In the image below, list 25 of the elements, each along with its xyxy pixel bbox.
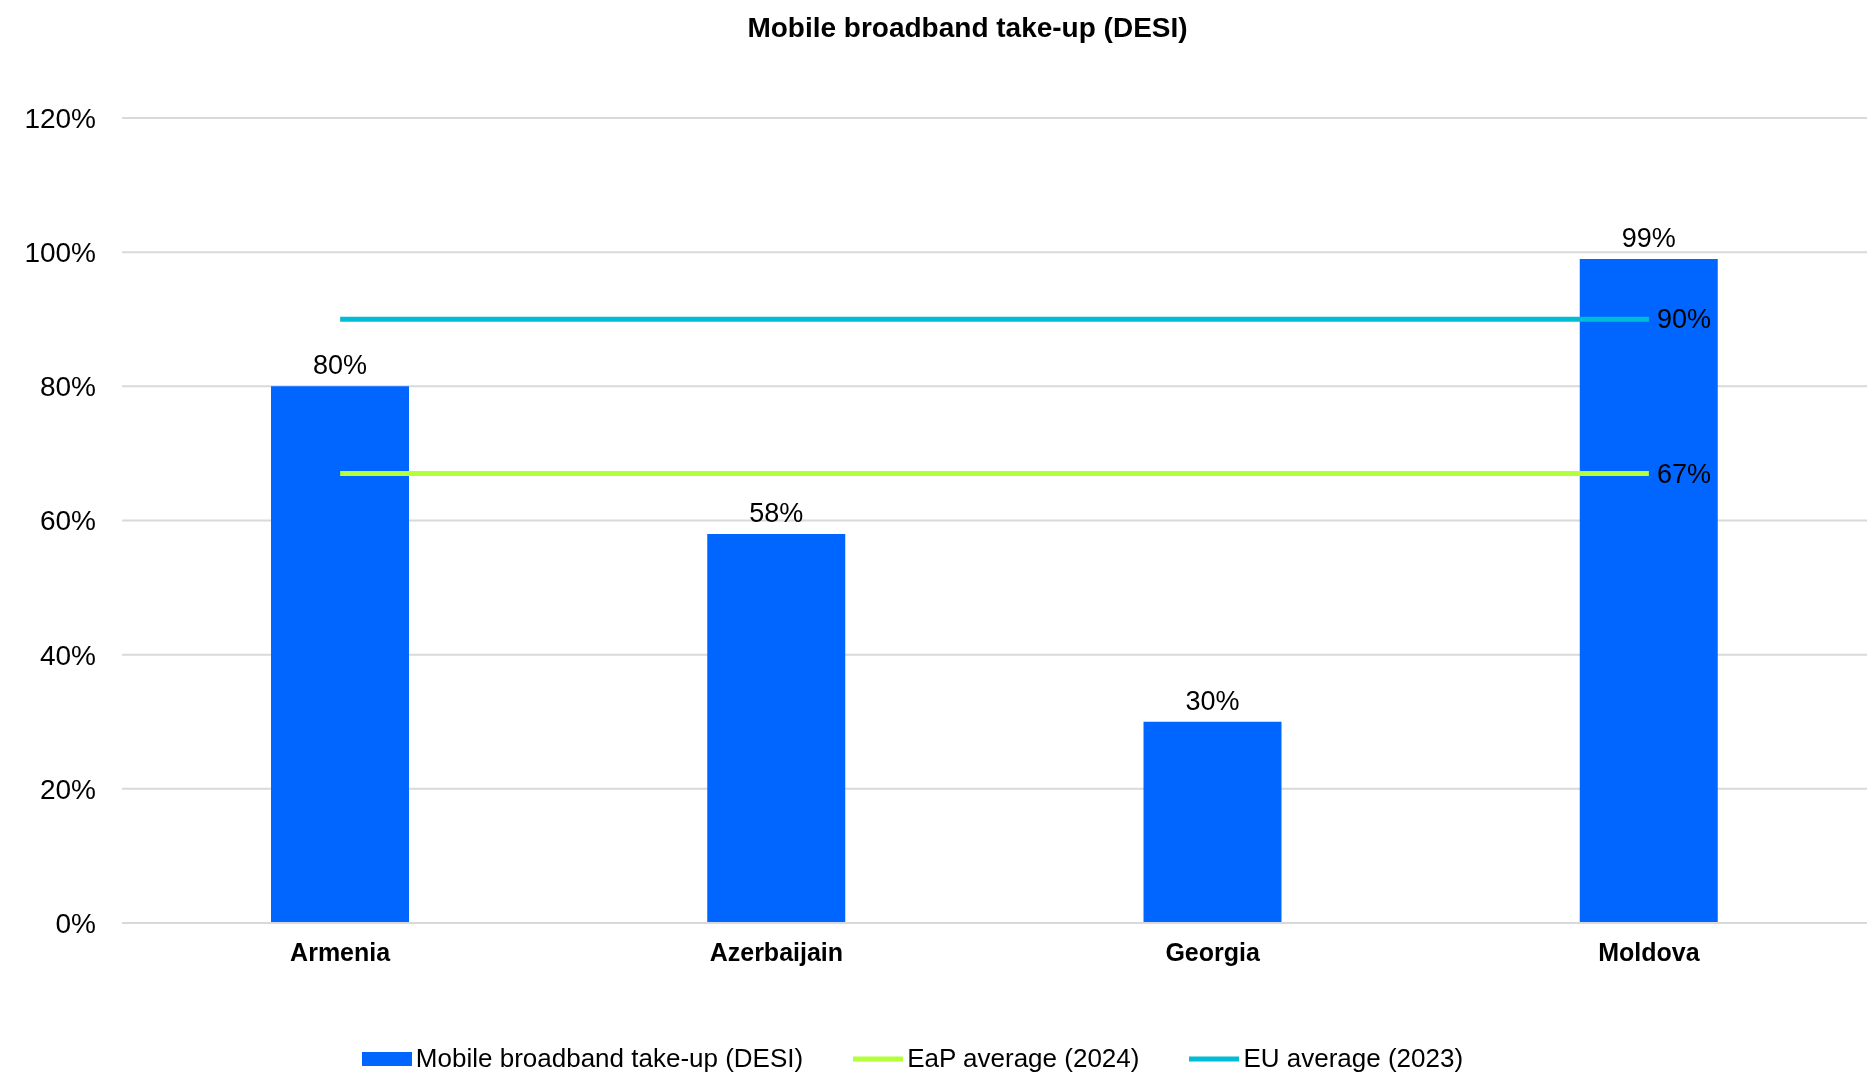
y-tick-label: 60% xyxy=(39,505,96,537)
bar xyxy=(1143,721,1282,923)
legend-label: EU average (2023) xyxy=(1242,1043,1464,1074)
x-tick-label: Armenia xyxy=(290,937,392,966)
x-tick-label: Moldova xyxy=(1598,937,1701,966)
data-label: 30% xyxy=(1185,685,1240,716)
data-label: 90% xyxy=(1656,304,1711,335)
data-label: 58% xyxy=(749,497,804,528)
bar xyxy=(707,533,846,923)
x-tick-label: Georgia xyxy=(1165,937,1261,966)
y-tick-label: 40% xyxy=(39,639,96,671)
y-tick-label: 20% xyxy=(39,773,96,805)
legend-label: EaP average (2024) xyxy=(906,1043,1140,1074)
legend-label: Mobile broadband take-up (DESI) xyxy=(414,1043,804,1074)
y-tick-label: 0% xyxy=(55,907,96,939)
y-tick-label: 80% xyxy=(39,371,96,403)
bar xyxy=(271,386,409,923)
data-label: 99% xyxy=(1621,222,1676,253)
y-tick-label: 100% xyxy=(24,237,96,269)
bar xyxy=(1579,258,1718,923)
data-label: 80% xyxy=(312,350,368,381)
x-tick-label: Azerbaijain xyxy=(709,937,844,966)
chart-title: Mobile broadband take-up (DESI) xyxy=(746,11,1189,45)
data-label: 67% xyxy=(1656,458,1711,489)
y-tick-label: 120% xyxy=(24,102,96,134)
